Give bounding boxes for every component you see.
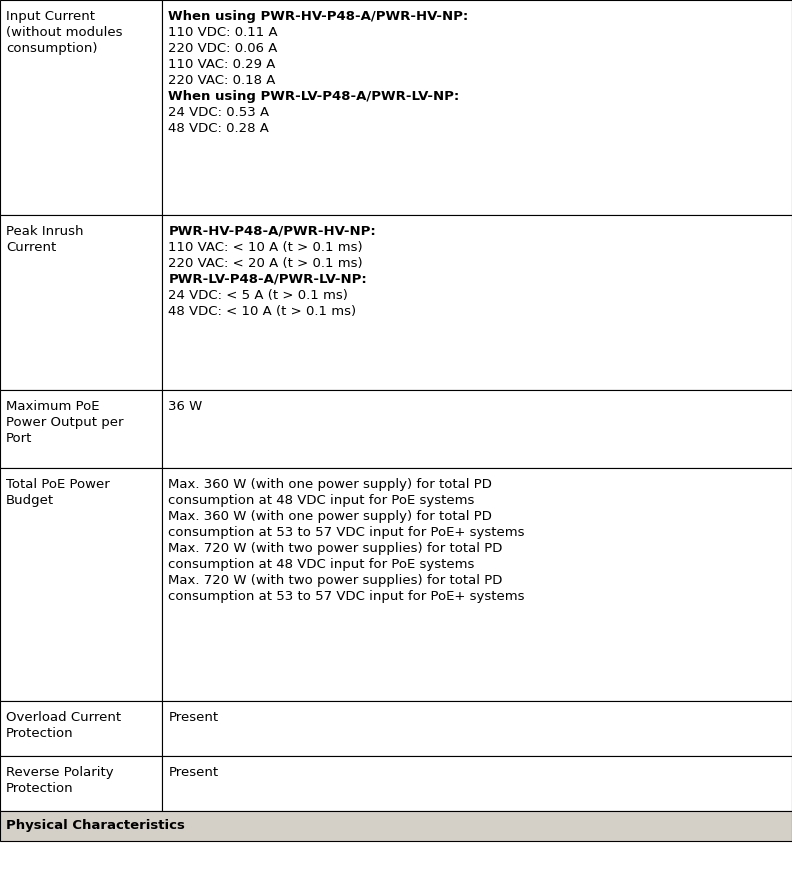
- Bar: [0, 468, 162, 701]
- Text: Input Current: Input Current: [6, 10, 95, 23]
- Text: Overload Current: Overload Current: [6, 711, 121, 724]
- Bar: [162, 390, 792, 468]
- Text: Present: Present: [169, 766, 219, 779]
- Bar: [162, 468, 792, 701]
- Text: 220 VAC: 0.18 A: 220 VAC: 0.18 A: [169, 74, 276, 87]
- Text: 24 VDC: < 5 A (t > 0.1 ms): 24 VDC: < 5 A (t > 0.1 ms): [169, 289, 348, 302]
- Bar: [0, 701, 162, 756]
- Bar: [162, 215, 792, 390]
- Text: Max. 720 W (with two power supplies) for total PD: Max. 720 W (with two power supplies) for…: [169, 574, 503, 587]
- Text: When using PWR-LV-P48-A/PWR-LV-NP:: When using PWR-LV-P48-A/PWR-LV-NP:: [169, 90, 459, 103]
- Text: Present: Present: [169, 711, 219, 724]
- Text: Total PoE Power: Total PoE Power: [6, 478, 110, 491]
- Text: 48 VDC: < 10 A (t > 0.1 ms): 48 VDC: < 10 A (t > 0.1 ms): [169, 305, 356, 318]
- Bar: [0, 756, 162, 811]
- Bar: [0, 0, 162, 215]
- Text: When using PWR-HV-P48-A/PWR-HV-NP:: When using PWR-HV-P48-A/PWR-HV-NP:: [169, 10, 469, 23]
- Text: consumption at 48 VDC input for PoE systems: consumption at 48 VDC input for PoE syst…: [169, 494, 474, 507]
- Text: Port: Port: [6, 432, 32, 445]
- Bar: [0, 811, 792, 841]
- Text: 220 VAC: < 20 A (t > 0.1 ms): 220 VAC: < 20 A (t > 0.1 ms): [169, 257, 363, 270]
- Text: consumption at 53 to 57 VDC input for PoE+ systems: consumption at 53 to 57 VDC input for Po…: [169, 526, 525, 539]
- Text: Maximum PoE: Maximum PoE: [6, 400, 100, 413]
- Text: consumption): consumption): [6, 42, 97, 55]
- Text: Budget: Budget: [6, 494, 54, 507]
- Text: 110 VAC: 0.29 A: 110 VAC: 0.29 A: [169, 58, 276, 71]
- Text: Physical Characteristics: Physical Characteristics: [6, 819, 185, 832]
- Text: 24 VDC: 0.53 A: 24 VDC: 0.53 A: [169, 106, 269, 119]
- Text: 220 VDC: 0.06 A: 220 VDC: 0.06 A: [169, 42, 278, 55]
- Text: Protection: Protection: [6, 727, 74, 740]
- Text: consumption at 53 to 57 VDC input for PoE+ systems: consumption at 53 to 57 VDC input for Po…: [169, 590, 525, 603]
- Bar: [0, 215, 162, 390]
- Text: 110 VAC: < 10 A (t > 0.1 ms): 110 VAC: < 10 A (t > 0.1 ms): [169, 241, 363, 254]
- Text: Max. 360 W (with one power supply) for total PD: Max. 360 W (with one power supply) for t…: [169, 478, 493, 491]
- Text: Max. 360 W (with one power supply) for total PD: Max. 360 W (with one power supply) for t…: [169, 510, 493, 523]
- Text: (without modules: (without modules: [6, 26, 123, 39]
- Text: 48 VDC: 0.28 A: 48 VDC: 0.28 A: [169, 122, 269, 135]
- Text: Reverse Polarity: Reverse Polarity: [6, 766, 113, 779]
- Text: 36 W: 36 W: [169, 400, 203, 413]
- Text: Power Output per: Power Output per: [6, 416, 124, 429]
- Text: Current: Current: [6, 241, 56, 254]
- Text: Max. 720 W (with two power supplies) for total PD: Max. 720 W (with two power supplies) for…: [169, 542, 503, 555]
- Text: Peak Inrush: Peak Inrush: [6, 225, 83, 238]
- Bar: [162, 701, 792, 756]
- Text: PWR-LV-P48-A/PWR-LV-NP:: PWR-LV-P48-A/PWR-LV-NP:: [169, 273, 367, 286]
- Bar: [162, 756, 792, 811]
- Text: PWR-HV-P48-A/PWR-HV-NP:: PWR-HV-P48-A/PWR-HV-NP:: [169, 225, 376, 238]
- Bar: [0, 390, 162, 468]
- Text: 110 VDC: 0.11 A: 110 VDC: 0.11 A: [169, 26, 278, 39]
- Text: consumption at 48 VDC input for PoE systems: consumption at 48 VDC input for PoE syst…: [169, 558, 474, 571]
- Text: Protection: Protection: [6, 782, 74, 795]
- Bar: [162, 0, 792, 215]
